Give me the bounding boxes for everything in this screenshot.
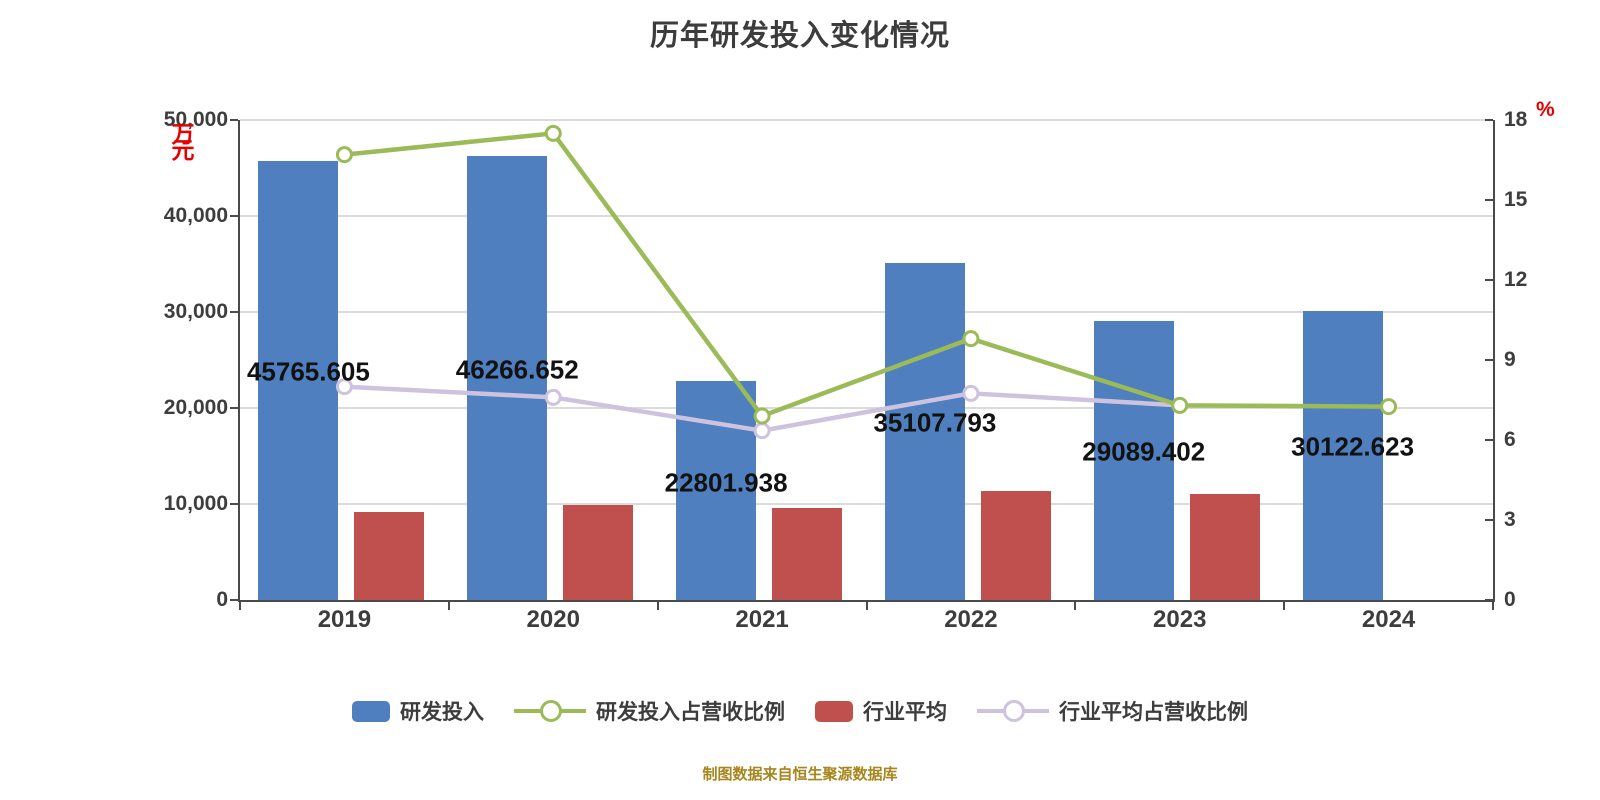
legend-item[interactable]: 研发投入	[352, 696, 484, 726]
right-axis-unit: %	[1536, 98, 1555, 121]
bar-value-label: 45765.605	[246, 356, 370, 387]
rnd-ratio-marker[interactable]	[544, 124, 562, 142]
legend-marker-icon	[1003, 700, 1025, 722]
legend-line-swatch	[514, 700, 586, 722]
legend-bar-swatch	[352, 700, 390, 722]
industry-avg-ratio-marker[interactable]	[544, 388, 562, 406]
x-axis-tick	[865, 602, 868, 610]
legend-label: 研发投入	[400, 701, 484, 724]
y-axis-left-tick	[230, 311, 238, 313]
x-axis-tick	[656, 602, 659, 610]
y-axis-right	[1493, 120, 1495, 600]
x-axis-tick	[447, 602, 450, 610]
y-axis-right-label: 6	[1504, 428, 1516, 451]
rnd-ratio-marker[interactable]	[335, 146, 353, 164]
y-axis-left-label: 50,000	[163, 108, 228, 131]
legend-marker-icon	[540, 700, 562, 722]
y-axis-left-tick	[230, 215, 238, 217]
y-axis-right-tick	[1485, 439, 1493, 441]
industry-avg-ratio-marker[interactable]	[753, 422, 771, 440]
y-axis-left-label: 30,000	[163, 300, 228, 323]
y-axis-left-tick	[230, 407, 238, 409]
bar-value-label: 46266.652	[455, 354, 579, 385]
x-axis	[238, 600, 1495, 602]
legend: 研发投入 研发投入占营收比例 行业平均 行业平均占营收比例	[0, 696, 1600, 726]
legend-item[interactable]: 行业平均	[815, 696, 947, 726]
legend-bar-swatch	[815, 700, 853, 722]
y-axis-left-label: 10,000	[163, 492, 228, 515]
industry-avg-ratio-marker[interactable]	[1171, 396, 1189, 414]
y-axis-right-tick	[1485, 119, 1493, 121]
chart-title: 历年研发投入变化情况	[649, 20, 950, 52]
bar-industry-average[interactable]	[980, 490, 1051, 600]
y-axis-right-label: 3	[1504, 508, 1516, 531]
y-axis-right-tick	[1485, 199, 1493, 201]
y-axis-left-label: 0	[216, 588, 228, 611]
x-axis-tick	[1283, 602, 1286, 610]
x-axis-category-label: 2024	[1361, 606, 1416, 633]
x-axis-tick	[239, 602, 241, 610]
x-axis-category-label: 2023	[1153, 606, 1207, 633]
gridline	[240, 503, 1493, 505]
y-axis-right-tick	[1485, 359, 1493, 361]
legend-label: 研发投入占营收比例	[596, 701, 785, 724]
bar-value-label: 22801.938	[664, 467, 788, 498]
legend-item[interactable]: 行业平均占营收比例	[977, 696, 1248, 726]
x-axis-tick	[1492, 602, 1494, 610]
y-axis-right-label: 9	[1504, 348, 1516, 371]
y-axis-right-tick	[1485, 599, 1493, 601]
data-source-note: 制图数据来自恒生聚源数据库	[702, 766, 898, 783]
legend-label: 行业平均占营收比例	[1059, 701, 1248, 724]
y-axis-left-label: 20,000	[163, 396, 228, 419]
legend-item[interactable]: 研发投入占营收比例	[514, 696, 785, 726]
y-axis-left-label: 40,000	[163, 204, 228, 227]
gridline	[240, 215, 1493, 217]
bar-industry-average[interactable]	[1189, 493, 1260, 600]
y-axis-right-tick	[1485, 519, 1493, 521]
bar-rnd-investment[interactable]	[258, 160, 339, 600]
x-axis-category-label: 2022	[944, 606, 998, 633]
rnd-ratio-marker[interactable]	[1171, 396, 1189, 414]
bar-value-label: 35107.793	[873, 407, 997, 438]
y-axis-right-label: 15	[1504, 188, 1528, 211]
gridline	[240, 119, 1493, 121]
bar-industry-average[interactable]	[772, 508, 843, 600]
x-axis-category-label: 2019	[317, 606, 372, 633]
bar-industry-average[interactable]	[354, 512, 425, 600]
bar-value-label: 30122.623	[1291, 431, 1415, 462]
y-axis-right-tick	[1485, 279, 1493, 281]
y-axis-right-label: 18	[1504, 108, 1528, 131]
industry-avg-ratio-marker[interactable]	[962, 384, 980, 402]
bar-industry-average[interactable]	[563, 504, 634, 600]
rnd-ratio-marker[interactable]	[962, 330, 980, 348]
legend-label: 行业平均	[863, 701, 947, 724]
rnd-ratio-marker[interactable]	[753, 407, 771, 425]
x-axis-category-label: 2021	[735, 606, 789, 633]
bar-value-label: 29089.402	[1082, 436, 1206, 467]
left-axis-unit: 万 元	[171, 121, 195, 163]
y-axis-left-tick	[230, 503, 238, 505]
x-axis-category-label: 2020	[526, 606, 580, 633]
legend-line-swatch	[977, 700, 1049, 722]
y-axis-right-label: 0	[1504, 588, 1516, 611]
y-axis-right-label: 12	[1504, 268, 1528, 291]
y-axis-left-tick	[230, 119, 238, 121]
y-axis-left	[238, 120, 240, 600]
x-axis-tick	[1074, 602, 1077, 610]
y-axis-left-tick	[230, 599, 238, 601]
